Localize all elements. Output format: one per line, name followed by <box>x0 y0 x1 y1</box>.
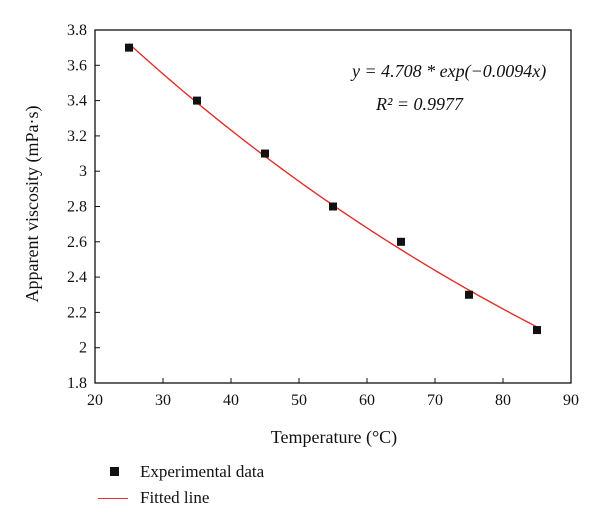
x-tick-label: 70 <box>427 392 443 409</box>
data-point <box>533 326 541 335</box>
y-tick-label: 3 <box>79 163 87 180</box>
y-tick-label: 3.6 <box>67 57 87 74</box>
x-axis-title: Temperature (°C) <box>271 427 397 448</box>
legend-label-fitted: Fitted line <box>140 488 210 507</box>
legend-label-experimental: Experimental data <box>140 462 265 481</box>
fitted-curve <box>128 43 538 328</box>
data-point <box>397 237 405 246</box>
x-tick-label: 30 <box>155 392 171 409</box>
fit-r-squared: R² = 0.9977 <box>375 94 464 114</box>
legend: Experimental data Fitted line <box>98 461 408 513</box>
x-tick-label: 80 <box>495 392 511 409</box>
y-tick-label: 2.6 <box>67 234 87 251</box>
y-tick-label: 3.4 <box>67 93 87 110</box>
data-points-layer <box>125 43 541 335</box>
y-tick-label: 2.4 <box>67 269 87 286</box>
y-tick-label: 2 <box>79 340 87 357</box>
fit-equation: y = 4.708 * exp(−0.0094x) <box>350 61 546 82</box>
y-tick-label: 2.2 <box>67 304 87 321</box>
y-tick-label: 3.8 <box>67 22 87 39</box>
x-tick-label: 20 <box>87 392 103 409</box>
data-point <box>125 43 133 52</box>
x-axis-ticks: 20 30 40 50 60 70 80 90 <box>87 378 579 409</box>
legend-item-fitted: Fitted line <box>98 487 408 513</box>
x-tick-label: 90 <box>563 392 579 409</box>
data-point <box>261 149 269 158</box>
data-point <box>193 96 201 105</box>
x-tick-label: 40 <box>223 392 239 409</box>
x-tick-label: 50 <box>291 392 307 409</box>
square-marker-icon <box>110 467 119 476</box>
y-tick-label: 3.2 <box>67 128 87 145</box>
y-axis-ticks: 1.8 2 2.2 2.4 2.6 2.8 3 3.2 3.4 3.6 3.8 <box>67 22 100 392</box>
y-tick-label: 1.8 <box>67 375 87 392</box>
legend-item-experimental: Experimental data <box>108 461 408 487</box>
y-tick-label: 2.8 <box>67 199 87 216</box>
data-point <box>465 290 473 299</box>
fitted-line-layer <box>128 43 538 328</box>
y-axis-title: Apparent viscosity (mPa·s) <box>22 106 43 303</box>
data-point <box>329 202 337 211</box>
line-marker-icon <box>98 498 128 499</box>
x-tick-label: 60 <box>359 392 375 409</box>
